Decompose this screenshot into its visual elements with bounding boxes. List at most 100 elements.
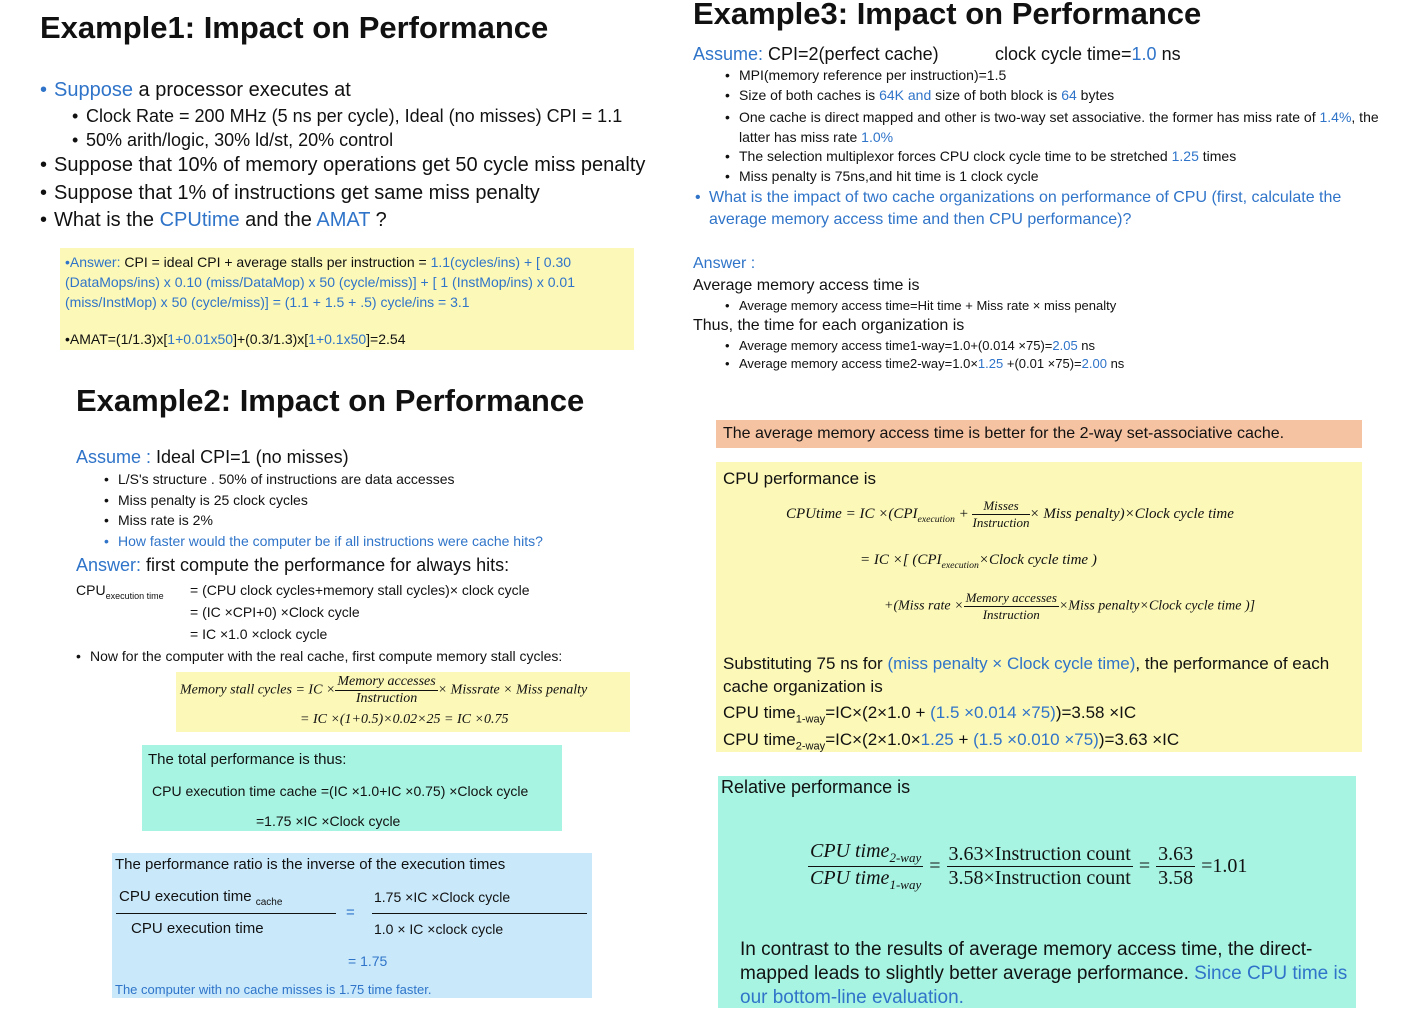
answer-box: •Answer: CPI = ideal CPI + average stall… [60,248,634,350]
text-span: 64K and [879,87,932,103]
text-span: 2.05 [1052,338,1078,353]
bullet: What is the CPUtime and the AMAT ? [40,209,387,232]
text: In contrast to the results of average me… [740,938,1356,1010]
text-span: Assume : [76,447,152,467]
perf-box: CPU performance is CPUtime = IC ×(CPIexe… [716,462,1362,752]
text-span: Miss penalty is 75ns,and hit time is 1 c… [739,168,1039,184]
text-span: Memory stall cycles = IC × [180,682,336,698]
bullet: L/S's structure . 50% of instructions ar… [104,471,454,487]
text: CPU time2-way=IC×(2×1.0×1.25 + (1.5 ×0.0… [723,730,1179,752]
text-span: and the [239,209,317,231]
text-span: CPUtime = IC ×( [786,505,894,522]
bullet: Suppose that 1% of instructions get same… [40,182,540,205]
text-span: CPU execution time [119,888,256,905]
text: 1.75 ×IC ×Clock cycle [374,889,511,905]
text-span: One cache is direct mapped and other is … [739,109,1320,125]
bullet: Suppose that 10% of memory operations ge… [40,154,645,177]
text-span: ×Clock cycle time ) [978,552,1097,568]
text-span: Answer: [76,555,142,575]
bullet: How faster would the computer be if all … [104,533,543,549]
assume: Assume : Ideal CPI=1 (no misses) [76,447,349,468]
text-span: CPI [893,505,918,522]
text-span: first compute the performance for always… [141,555,510,575]
text-span: 3.63 [1156,843,1196,867]
text-span: ns [1077,338,1096,353]
conclusion-box: The average memory access time is better… [716,420,1362,448]
text-span: 1.1(cycles/ins) + [ 0.30 (DataMops/ins) … [65,254,575,310]
formula: +(Miss rate × Memory accesses Instruction ×… [884,590,1255,623]
text-span: CPI=2(perfect cache) [763,44,939,64]
text-span: execution [941,560,979,571]
text: CPU execution time cache [119,888,282,908]
bullet: One cache is direct mapped and other is … [725,107,1379,147]
text-span: CPU [76,582,106,598]
text-span: ns [1156,44,1181,64]
text-span: 1.25 [920,730,954,749]
text: 1.0 × IC ×clock cycle [374,921,504,937]
text-span: 1.0% [861,129,894,145]
formula: CPU time2-way CPU time1-way = 3.63×Instru… [808,840,1247,893]
text-span: In contrast to the results of average me… [740,939,1313,984]
example2-title: Example2: Impact on Performance [76,383,585,418]
text-span: Instruction [972,515,1030,530]
bullet: 50% arith/logic, 30% ld/st, 20% control [72,130,393,151]
stall-formula: = IC ×(1+0.5)×0.02×25 = IC ×0.75 [300,712,509,727]
text: The performance ratio is the inverse of … [115,856,506,873]
text: =1.75 ×IC ×Clock cycle [256,813,401,829]
text: CPU performance is [723,469,877,488]
text-span: Memory accesses [963,590,1059,607]
text-span: Average memory access time1-way=1.0+(0.0… [739,338,1053,353]
bullet: The selection multiplexor forces CPU clo… [725,148,1237,164]
text-span: 1+0.1x50 [308,331,367,347]
text-group: Misses Instruction [972,498,1030,531]
text: CPU execution time cache =(IC ×1.0+IC ×0… [152,783,529,799]
question: What is the impact of two cache organiza… [695,187,1389,231]
text-span: 2.00 [1081,356,1107,371]
text-span: times [1198,148,1237,164]
text-span: execution time [105,590,164,601]
text: Substituting 75 ns for (miss penalty × C… [723,652,1359,698]
text-span: CPU time [810,840,890,862]
text-span: ×Miss penalty×Clock cycle time )] [1058,598,1256,614]
bullet: Suppose a processor executes at [40,79,351,102]
text-span: Instruction [355,691,418,706]
text-span: Average memory access time2-way=1.0× [739,356,978,371]
text-span: 1.0 [1131,44,1157,64]
text-span: CPU time [810,867,890,889]
text-span: 64 [1061,87,1077,103]
text-span: Misses [972,498,1030,515]
total-box: The total performance is thus: CPU execu… [142,745,562,831]
text-group: 3.63×Instruction count 3.58×Instruction c… [946,843,1133,890]
text-span: CPI [917,552,942,568]
example3-title: Example3: Impact on Performance [693,0,1202,31]
text: CPU time1-way=IC×(2×1.0 + (1.5 ×0.014 ×7… [723,703,1136,725]
text-span: a processor executes at [132,79,351,101]
cpu-label: CPUexecution time [76,582,164,601]
bullet: Miss penalty is 25 clock cycles [104,492,308,508]
text-span: , the latter has miss rate [739,109,1379,145]
text-span: 2-way [889,850,922,865]
text-span: (miss penalty × Clock cycle time) [887,654,1136,673]
text-group: 3.63 3.58 [1156,843,1196,890]
stall-formula: Memory stall cycles = IC × Memory accesse… [180,674,587,707]
text: Relative performance is [721,777,911,797]
text-span: Size of both caches is [739,87,880,103]
formula: = IC ×[ (CPIexecution×Clock cycle time ) [860,552,1097,571]
answer: Answer: first compute the performance fo… [76,555,509,576]
text-span: Instruction [982,607,1040,622]
text-span: CPU time [723,730,796,749]
assume: clock cycle time=1.0 ns [995,44,1181,65]
bullet: Average memory access time1-way=1.0+(0.0… [725,338,1096,353]
bullet: Miss penalty is 75ns,and hit time is 1 c… [725,168,1039,184]
text: Average memory access time is [693,277,920,294]
text-span: = [1138,855,1151,877]
answer-label: Answer : [693,255,756,272]
text-span: 3.58 [1158,867,1194,889]
text-span: )=3.58 ×IC [1055,703,1137,722]
bullet: Average memory access time=Hit time + Mi… [725,298,1116,313]
text-span: × Missrate × Miss penalty [437,682,588,698]
text-span: =IC×(2×1.0× [825,730,921,749]
text-span: , the performance of each cache organiza… [723,654,1330,696]
text-span: CPU time [723,703,796,722]
text-span: Suppose that 1% of instructions get same… [54,182,540,204]
